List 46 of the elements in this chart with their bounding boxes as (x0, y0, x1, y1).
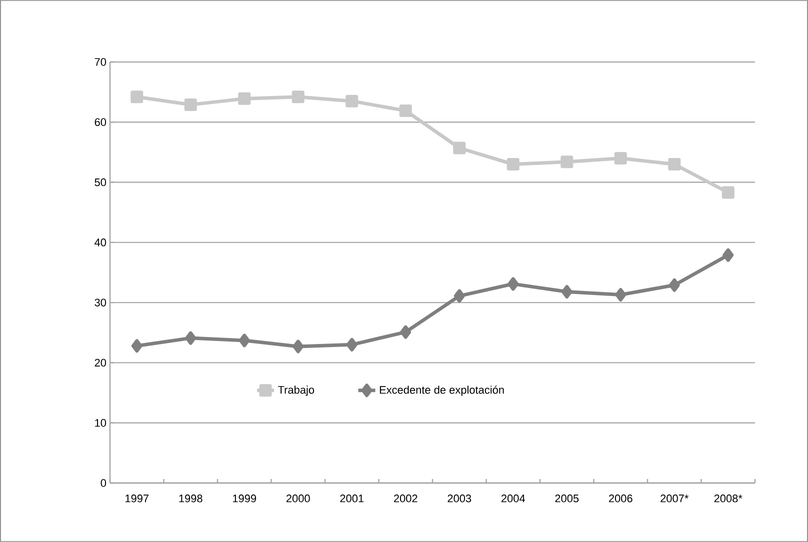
point (185, 331, 196, 345)
point (508, 277, 519, 291)
point (614, 152, 627, 164)
x-tick-label: 1999 (233, 494, 256, 502)
point (292, 340, 304, 354)
legend-label: Excedente de explotación (380, 386, 504, 396)
y-tick-label: 60 (94, 118, 106, 126)
x-tick-label: 2001 (340, 494, 364, 502)
x-tick-label: 2000 (286, 494, 310, 502)
point (668, 278, 680, 292)
point (668, 158, 681, 170)
y-tick-label: 40 (94, 238, 106, 246)
point (346, 338, 358, 352)
point (130, 90, 144, 104)
point (615, 288, 626, 302)
point (560, 156, 574, 168)
y-tick-label: 50 (94, 178, 106, 186)
legend-label: Trabajo (278, 386, 314, 396)
point (506, 158, 520, 170)
point (722, 248, 734, 262)
point (561, 284, 572, 298)
point (400, 325, 412, 339)
point (184, 98, 197, 111)
point (454, 289, 465, 303)
point (399, 104, 412, 117)
y-tick-label: 0 (100, 479, 106, 487)
point (238, 334, 250, 348)
y-tick-label: 20 (94, 358, 106, 367)
x-tick-label: 2006 (608, 494, 632, 502)
x-tick-label: 2004 (501, 494, 525, 502)
y-tick-label: 70 (94, 58, 106, 66)
x-tick-label: 2008* (714, 494, 742, 502)
x-tick-label: 2007* (660, 494, 689, 502)
y-tick-label: 30 (94, 298, 106, 306)
x-tick-label: 2005 (555, 494, 579, 502)
y-tick-label: 10 (95, 418, 106, 427)
x-tick-label: 1998 (179, 494, 202, 502)
x-tick-label: 2002 (394, 494, 418, 502)
point (131, 339, 142, 353)
point (238, 92, 251, 105)
point (292, 90, 304, 104)
point (722, 186, 734, 199)
point (453, 142, 466, 154)
x-tick-label: 1997 (126, 494, 149, 502)
point (346, 94, 358, 108)
x-tick-label: 2003 (448, 494, 472, 502)
